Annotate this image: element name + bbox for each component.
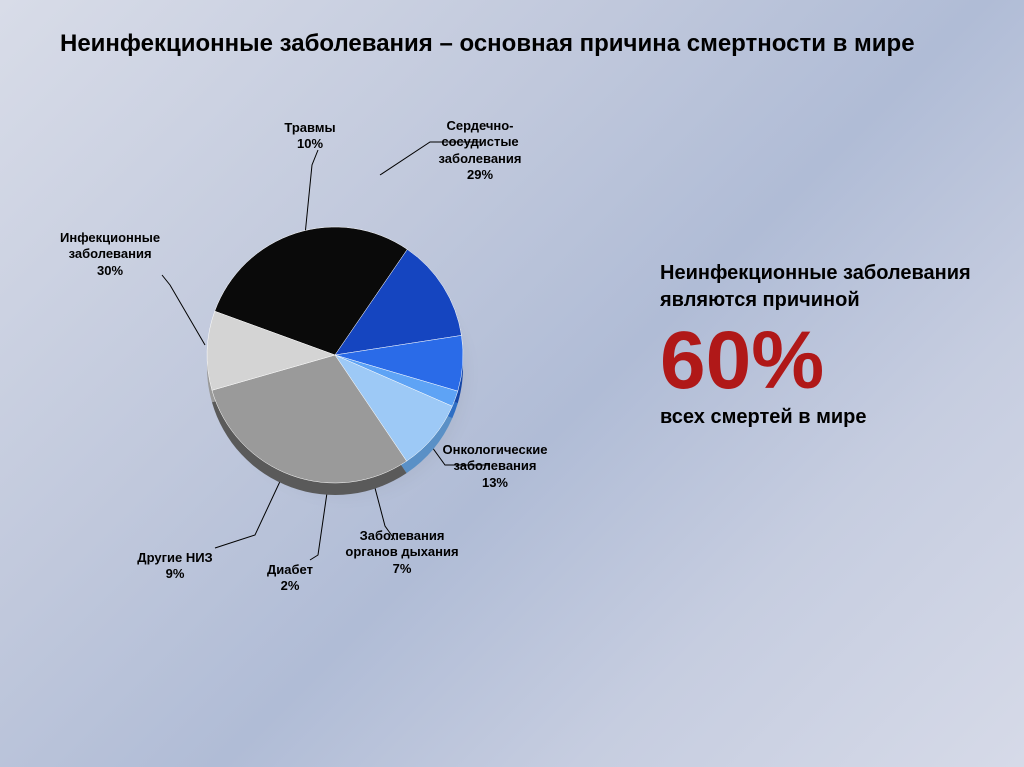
side-subtitle: всех смертей в мире (660, 406, 980, 429)
slice-label: Заболевания органов дыхания 7% (345, 528, 458, 577)
slice-label: Онкологические заболевания 13% (443, 442, 548, 491)
slice-label: Сердечно- сосудистые заболевания 29% (439, 118, 522, 183)
side-big-number: 60% (660, 320, 980, 402)
leader-line (305, 150, 318, 235)
page-title: Неинфекционные заболевания – основная пр… (60, 30, 915, 58)
side-heading: Неинфекционные заболевания являются прич… (660, 260, 980, 314)
pie-chart: Сердечно- сосудистые заболевания 29% Онко… (50, 110, 620, 630)
slice-label: Инфекционные заболевания 30% (60, 230, 160, 279)
side-text: Неинфекционные заболевания являются прич… (660, 260, 980, 429)
slice-label: Диабет 2% (267, 562, 313, 595)
leader-line (162, 275, 205, 345)
pie-wrap (205, 225, 465, 485)
slice-label: Другие НИЗ 9% (137, 550, 212, 583)
pie-top (205, 225, 465, 485)
slice-label: Травмы 10% (284, 120, 335, 153)
